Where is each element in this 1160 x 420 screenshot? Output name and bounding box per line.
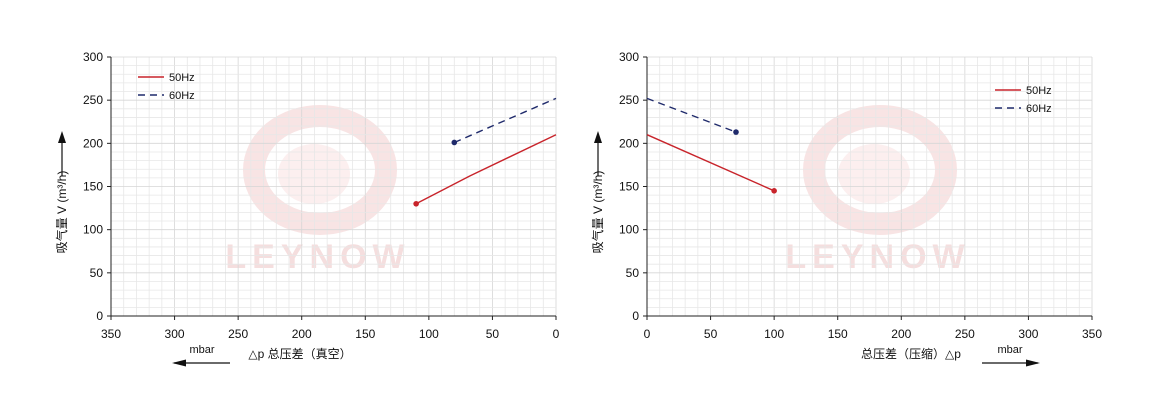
legend-label-60hz: 60Hz [169,90,195,102]
watermark-text: LEYNOW [225,238,410,276]
x-tick-label: 300 [1018,327,1038,341]
y-tick-label: 150 [83,180,103,194]
grid [646,56,1093,317]
y-tick-label: 0 [96,309,103,323]
x-tick-label: 350 [101,327,121,341]
chart-1: LEYNOW 300 250 200 150 100 50 0 350 300 250 200 150 1… [54,50,560,367]
watermark-logo: LEYNOW [785,105,970,276]
y-tick-label: 50 [90,266,104,280]
watermark-logo-core [838,144,910,204]
y-tick-label: 300 [619,50,639,64]
series-line-50hz [646,134,775,192]
chart-2: LEYNOW 300 250 200 150 100 50 00 50 100 150 200 250 3… [590,50,1102,367]
x-tick-label: 300 [165,327,185,341]
y-tick-label: 200 [619,136,639,150]
x-tick-label: 150 [355,327,375,341]
y-tick-label: 300 [83,50,103,64]
x-axis-arrow-icon [982,359,1040,367]
y-axis-label: 吸气量 V (m³/h) [54,171,69,254]
x-tick-label: 0 [644,327,651,341]
x-tick-label: 100 [764,327,784,341]
x-axis-unit: mbar [997,344,1022,356]
x-tick-label: 0 [553,327,560,341]
y-axis-arrow-icon [594,131,602,176]
x-tick-label: 250 [955,327,975,341]
watermark-logo-ring [243,105,397,235]
y-tick-label: 200 [83,136,103,150]
x-tick-label: 200 [891,327,911,341]
x-axis-label: 总压差（压缩）△p [861,346,961,361]
x-tick-label: 150 [828,327,848,341]
series-end-point-60hz [733,129,739,135]
legend-label-60hz: 60Hz [1026,103,1052,115]
x-tick-label: 50 [704,327,718,341]
x-axis-unit: mbar [189,344,214,356]
series-line-60hz [454,97,557,144]
watermark-logo-core [278,144,350,204]
y-tick-label: 0 [632,309,639,323]
y-tick-label: 100 [83,223,103,237]
x-tick-label: 250 [228,327,248,341]
series-line-50hz [415,134,557,205]
y-tick-label: 250 [619,93,639,107]
grid [110,56,557,317]
watermark-text: LEYNOW [785,238,970,276]
watermark-logo-ring [803,105,957,235]
series-end-point-60hz [451,139,458,146]
x-tick-label: 200 [292,327,312,341]
x-tick-label: 100 [419,327,439,341]
watermark-logo: LEYNOW [225,105,410,276]
y-axis-label: 吸气量 V (m³/h) [590,171,605,254]
y-tick-label: 250 [83,93,103,107]
y-axis-arrow-head [594,131,602,143]
legend-label-50hz: 50Hz [169,72,195,84]
y-tick-label: 100 [619,223,639,237]
series-line-60hz [646,97,737,133]
y-axis-arrow-head [58,131,66,143]
x-tick-label: 350 [1082,327,1102,341]
series-end-point-50hz [413,200,419,207]
y-axis-arrow-icon [58,131,66,176]
x-tick-label: 50 [486,327,500,341]
x-axis-arrow-head [1026,359,1040,367]
x-axis-arrow-head [172,359,186,367]
x-axis-arrow-icon [172,359,230,367]
y-tick-label: 50 [626,266,640,280]
series-end-point-50hz [771,188,777,194]
x-axis-label: △p 总压差（真空） [248,347,351,361]
y-tick-label: 150 [619,180,639,194]
legend-label-50hz: 50Hz [1026,85,1052,97]
